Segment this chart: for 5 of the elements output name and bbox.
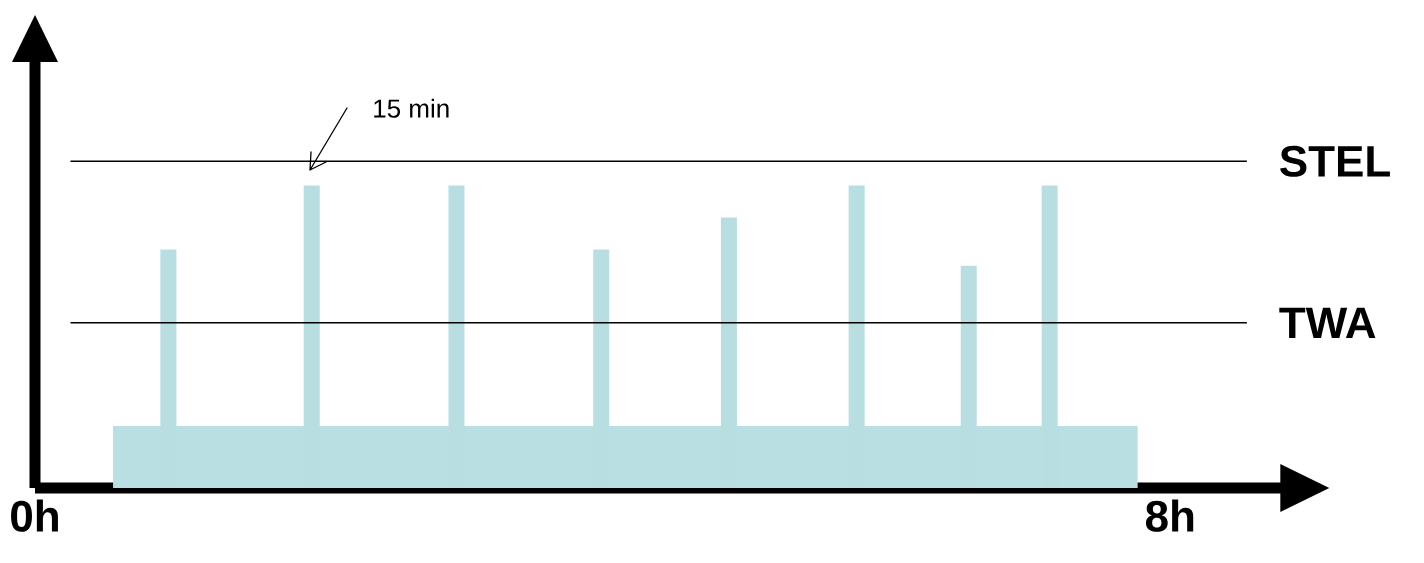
text: 15 min	[374, 98, 449, 118]
ref-line-label: TWA	[1279, 307, 1376, 338]
x-tick-label: 0h	[11, 499, 58, 532]
ref-line-label: STEL	[1280, 145, 1390, 177]
x-tick-label: 8h	[1145, 499, 1194, 532]
